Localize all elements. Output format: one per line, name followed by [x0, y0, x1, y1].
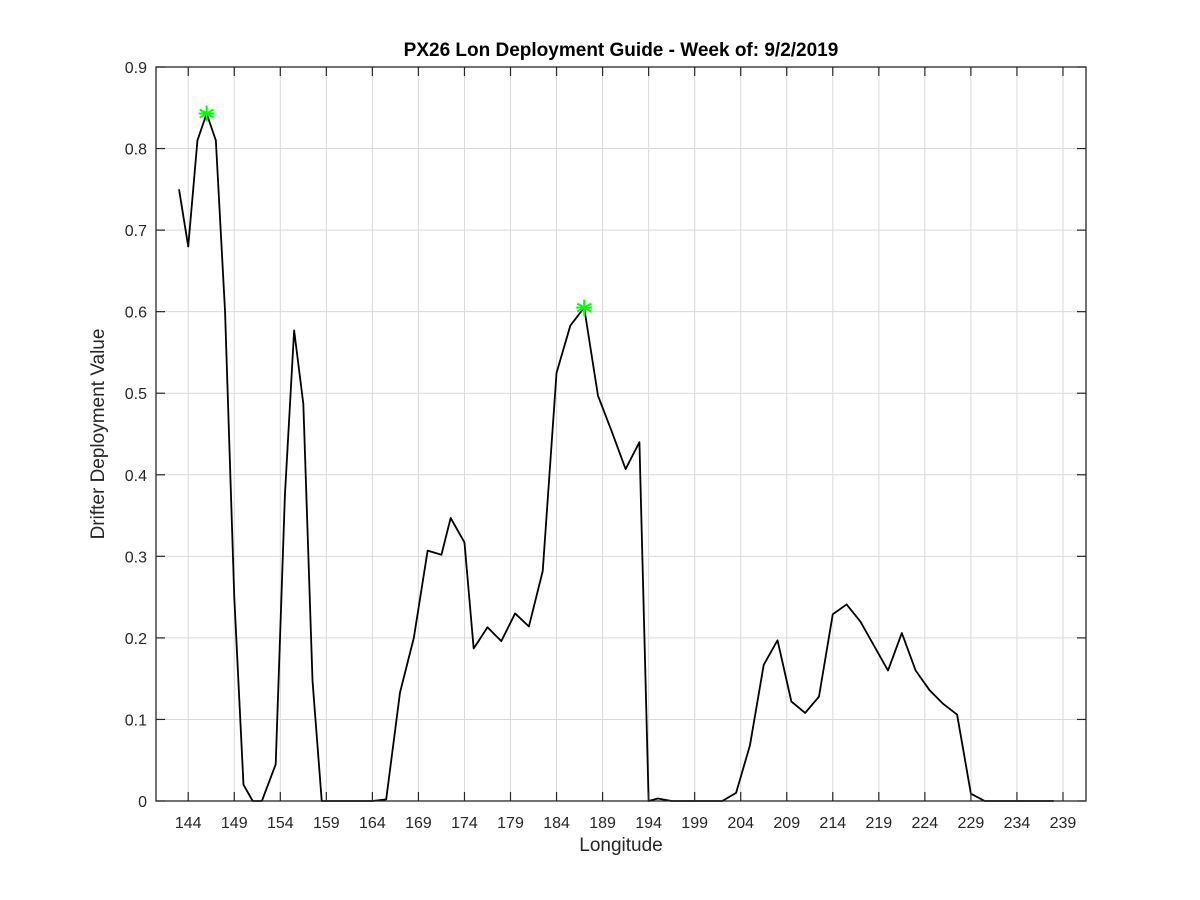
x-tick-label: 144 — [175, 815, 202, 832]
x-axis-label: Longitude — [579, 835, 662, 856]
chart-title: PX26 Lon Deployment Guide - Week of: 9/2… — [404, 40, 839, 61]
x-tick-label: 229 — [958, 815, 985, 832]
x-tick-label: 224 — [912, 815, 939, 832]
y-tick-label: 0.6 — [125, 305, 147, 322]
y-tick-label: 0.2 — [125, 631, 147, 648]
y-tick-label: 0.8 — [125, 142, 147, 159]
y-tick-label: 0.4 — [125, 468, 147, 485]
x-tick-label: 169 — [405, 815, 432, 832]
x-tick-label: 174 — [451, 815, 478, 832]
x-tick-label: 239 — [1050, 815, 1077, 832]
x-tick-label: 194 — [635, 815, 662, 832]
x-tick-label: 154 — [267, 815, 294, 832]
x-tick-label: 184 — [543, 815, 570, 832]
y-tick-label: 0.5 — [125, 386, 147, 403]
y-tick-label: 0 — [138, 794, 147, 811]
series-line — [178, 112, 1054, 802]
x-tick-label: 189 — [589, 815, 616, 832]
y-axis-label: Drifter Deployment Value — [88, 329, 109, 540]
peak-marker — [198, 105, 215, 122]
x-tick-label: 204 — [727, 815, 754, 832]
series-layer — [178, 112, 1054, 802]
plot-area — [156, 67, 1086, 801]
y-tick-label: 0.9 — [125, 60, 147, 77]
grid — [156, 66, 1086, 802]
y-tick-label: 0.3 — [125, 549, 147, 566]
x-tick-label: 164 — [359, 815, 386, 832]
y-tick-label: 0.1 — [125, 712, 147, 729]
tick-labels: 144 149 154 159 164 169 174 179 184 189 194 199 204 2… — [125, 60, 1077, 832]
marker-layer — [198, 105, 593, 316]
x-tick-label: 209 — [773, 815, 800, 832]
x-tick-label: 199 — [681, 815, 708, 832]
x-tick-label: 179 — [497, 815, 524, 832]
ticks — [156, 66, 1086, 802]
x-tick-label: 219 — [865, 815, 892, 832]
x-tick-label: 214 — [819, 815, 846, 832]
y-tick-label: 0.7 — [125, 223, 147, 240]
x-tick-label: 159 — [313, 815, 340, 832]
axes-box — [155, 66, 1087, 802]
x-tick-label: 149 — [221, 815, 248, 832]
x-tick-label: 234 — [1004, 815, 1031, 832]
peak-marker — [576, 299, 593, 316]
